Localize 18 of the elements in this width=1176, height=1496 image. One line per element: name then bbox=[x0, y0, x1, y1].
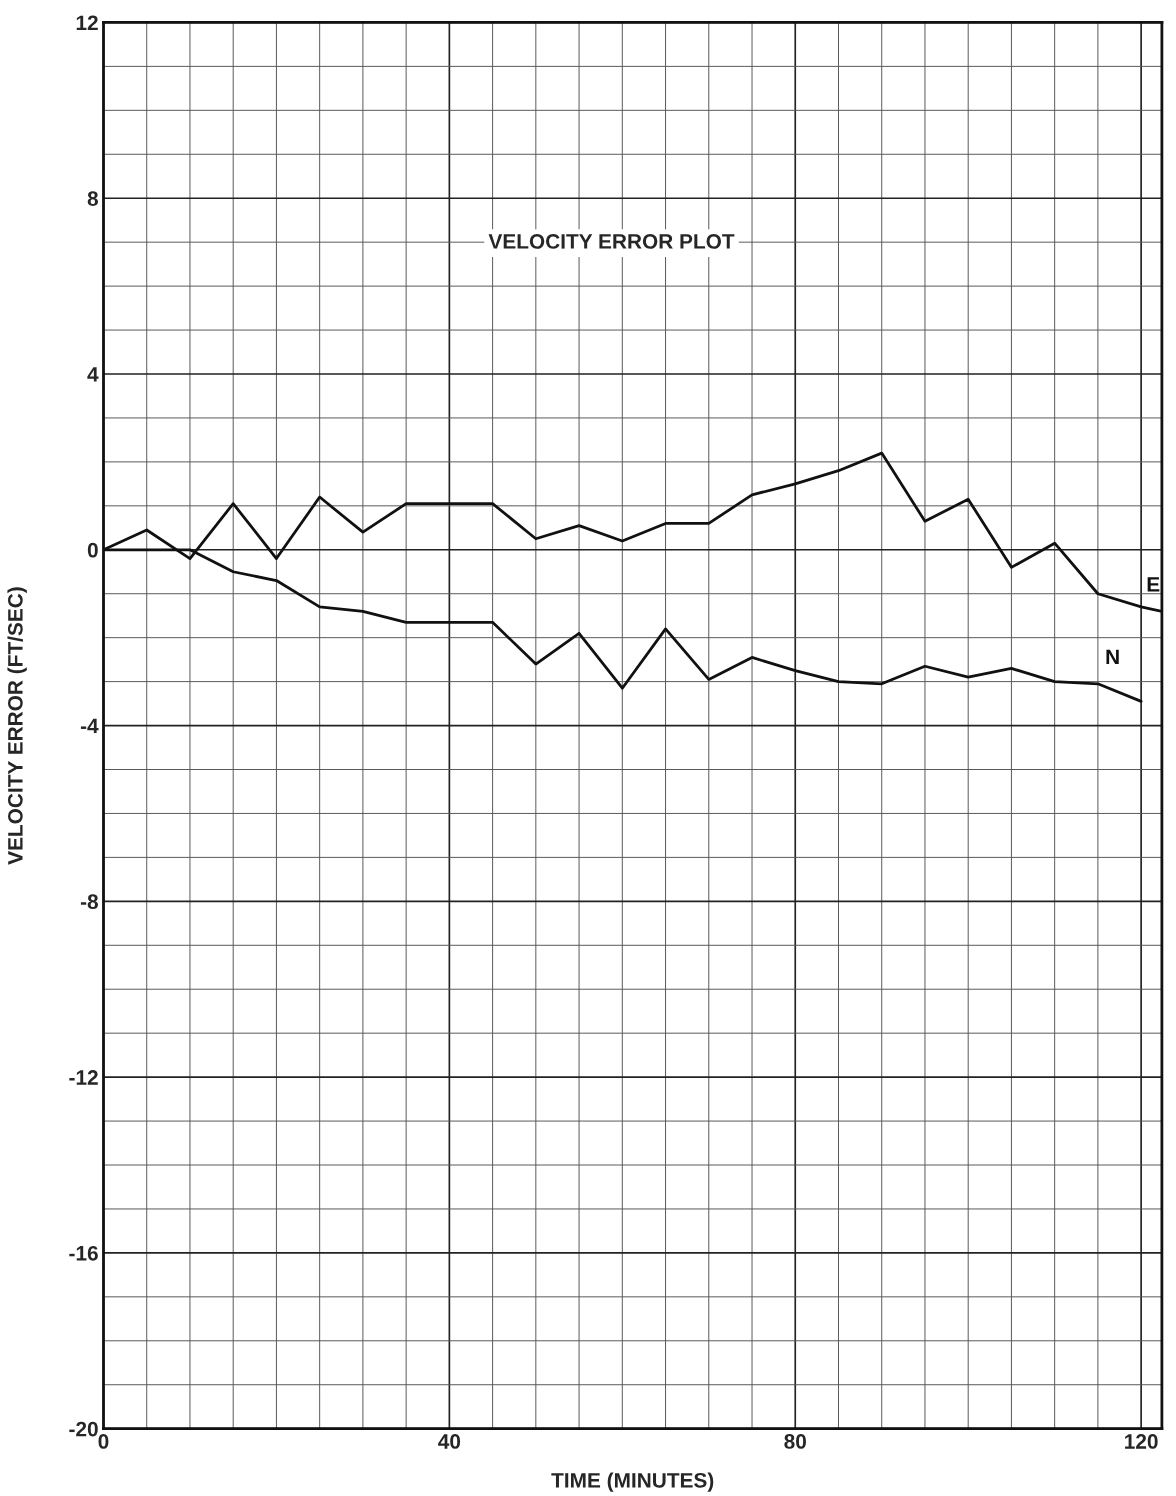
x-tick-label: 40 bbox=[438, 1434, 461, 1449]
y-tick-label: -8 bbox=[80, 894, 98, 910]
y-tick-label: 0 bbox=[87, 542, 98, 558]
y-axis-title: VELOCITY ERROR (FT/SEC) bbox=[7, 587, 27, 865]
text: VELOCITY ERROR PLOT bbox=[488, 234, 735, 249]
series-label: N bbox=[1106, 649, 1119, 665]
x-tick-label: 120 bbox=[1125, 1434, 1158, 1449]
x-axis-title: TIME (MINUTES) bbox=[551, 1472, 714, 1492]
x-tick-label: 0 bbox=[98, 1434, 109, 1449]
y-tick-label: 8 bbox=[87, 191, 98, 206]
y-tick-label: -4 bbox=[80, 718, 99, 734]
x-tick-label: 80 bbox=[784, 1434, 806, 1449]
y-tick-label: -16 bbox=[69, 1245, 98, 1261]
y-tick-label: -20 bbox=[69, 1421, 98, 1437]
y-tick-label: 4 bbox=[87, 367, 99, 382]
y-tick-label: -12 bbox=[69, 1070, 98, 1085]
series-label: E bbox=[1147, 577, 1160, 592]
y-tick-label: 12 bbox=[76, 15, 98, 30]
